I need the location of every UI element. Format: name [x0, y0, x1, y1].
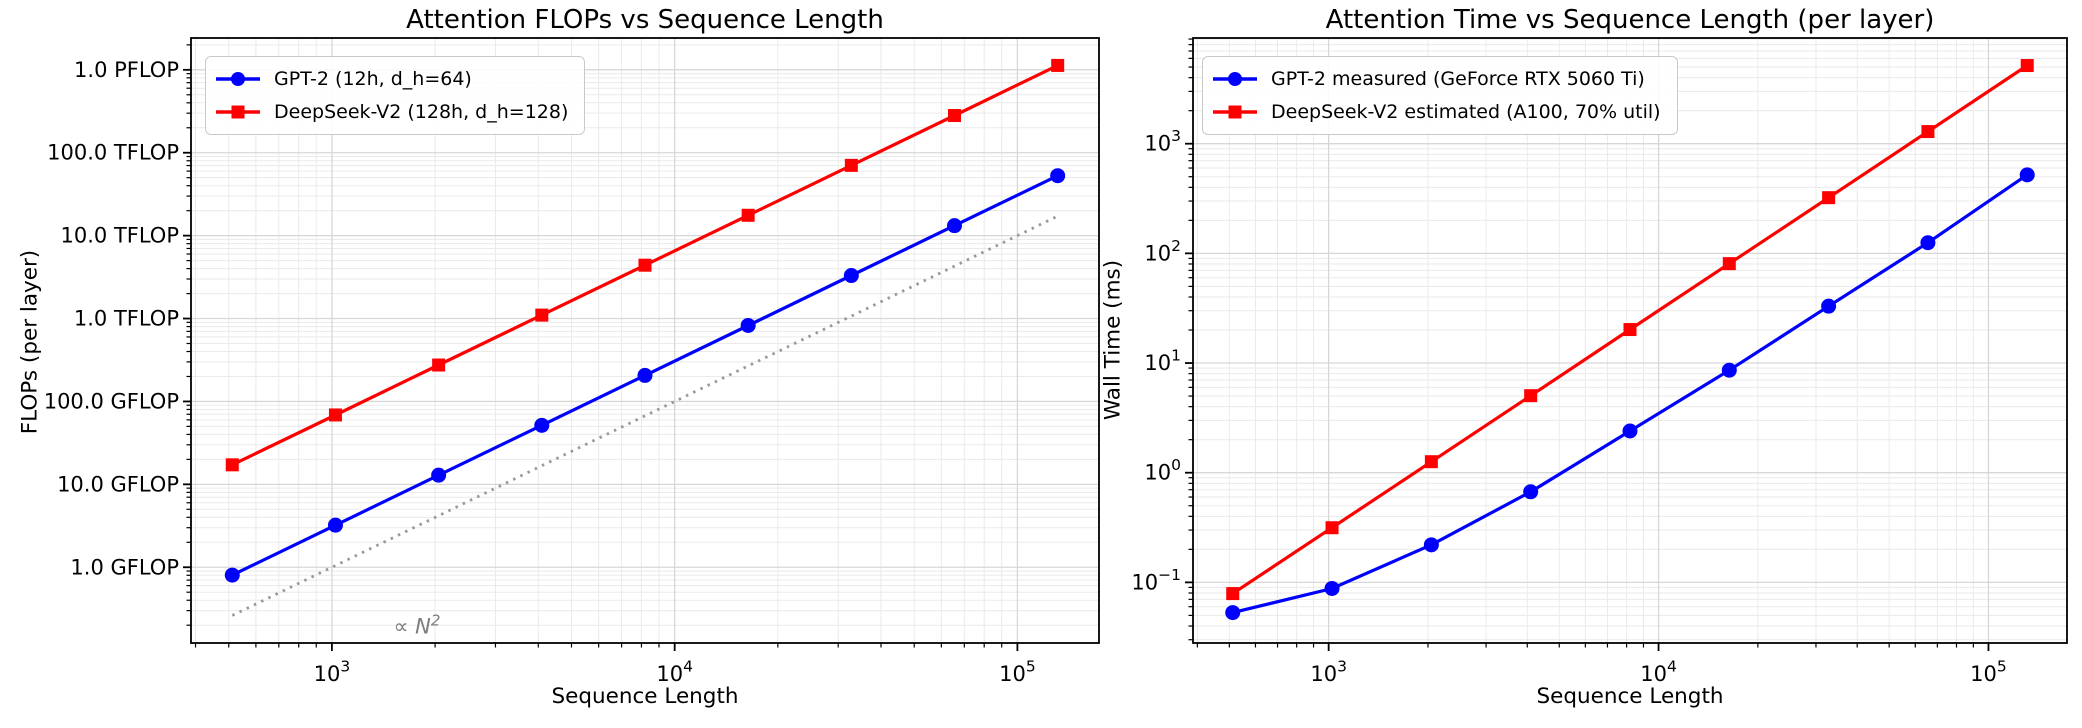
svg-text:10.0 GFLOP: 10.0 GFLOP: [57, 472, 179, 496]
chart-1-axes-box: [1192, 37, 2068, 644]
svg-text:103: 103: [1310, 658, 1347, 687]
chart-0-axes-box: [190, 37, 1100, 644]
svg-text:100.0 TFLOP: 100.0 TFLOP: [47, 141, 179, 165]
legend-item: DeepSeek-V2 (128h, d_h=128): [215, 98, 568, 126]
legend-label: GPT-2 measured (GeForce RTX 5060 Ti): [1271, 68, 1645, 90]
svg-text:105: 105: [999, 658, 1036, 687]
right-chart-xlabel: Sequence Length: [1536, 684, 1724, 709]
svg-text:100.0 GFLOP: 100.0 GFLOP: [44, 389, 179, 413]
chart-0-grid-minor: [191, 38, 1099, 643]
left-chart-xlabel: Sequence Length: [551, 684, 739, 709]
legend-line-square-sample: [216, 105, 260, 119]
chart-0-series-2-line: [231, 214, 1059, 617]
n-squared-annotation: ∝ N2: [393, 612, 440, 639]
svg-text:10−1: 10−1: [1131, 566, 1181, 595]
left-chart-title: Attention FLOPs vs Sequence Length: [406, 5, 884, 35]
legend-line-circle-sample: [1213, 72, 1257, 86]
chart-0-series-0-markers: [224, 168, 1066, 583]
right-chart-ylabel: Wall Time (ms): [1100, 259, 1126, 421]
legend-item: DeepSeek-V2 estimated (A100, 70% util): [1212, 98, 1661, 126]
legend-item: GPT-2 (12h, d_h=64): [215, 65, 568, 93]
chart-0-series-1-markers: [225, 58, 1065, 472]
svg-text:10.0 TFLOP: 10.0 TFLOP: [61, 224, 179, 248]
chart-0: 103 104 105 1.0 GFLOP 10.0 GFLOP 100.0 GFLOP 1…: [44, 37, 1100, 687]
legend-line-square-sample: [1213, 105, 1257, 119]
chart-1-series-1-markers: [1226, 59, 2034, 601]
chart-1-tick-labels: 103 104 105 10−1 100 101 102 103: [1131, 127, 2006, 686]
legend-item: GPT-2 measured (GeForce RTX 5060 Ti): [1212, 65, 1661, 93]
svg-text:1.0 GFLOP: 1.0 GFLOP: [70, 555, 179, 579]
svg-text:104: 104: [656, 658, 693, 687]
svg-text:1.0 TFLOP: 1.0 TFLOP: [74, 307, 179, 331]
svg-text:103: 103: [314, 658, 351, 687]
svg-text:101: 101: [1144, 347, 1181, 376]
chart-1: 103 104 105 10−1 100 101 102 103: [1131, 37, 2068, 686]
legend-line-circle-sample: [216, 72, 260, 86]
svg-text:1.0 PFLOP: 1.0 PFLOP: [74, 58, 179, 82]
right-chart-legend: GPT-2 measured (GeForce RTX 5060 Ti) Deep…: [1202, 56, 1678, 135]
left-chart-ylabel: FLOPs (per layer): [17, 249, 43, 435]
left-chart-legend: GPT-2 (12h, d_h=64) DeepSeek-V2 (128h, d_…: [205, 56, 586, 135]
chart-1-grid-major: [1193, 38, 2067, 643]
annotation-text: ∝ N: [393, 614, 431, 639]
legend-label: DeepSeek-V2 estimated (A100, 70% util): [1271, 101, 1661, 123]
svg-text:100: 100: [1144, 456, 1181, 485]
right-chart-title: Attention Time vs Sequence Length (per l…: [1325, 5, 1935, 35]
chart-0-ticks: [183, 44, 1019, 651]
svg-text:104: 104: [1640, 658, 1677, 687]
chart-1-series-0-line: [1232, 173, 2029, 615]
legend-label: GPT-2 (12h, d_h=64): [274, 68, 472, 90]
svg-text:103: 103: [1144, 127, 1181, 156]
svg-text:105: 105: [1970, 658, 2007, 687]
annotation-exponent: 2: [430, 611, 441, 630]
svg-text:102: 102: [1144, 237, 1181, 266]
legend-label: DeepSeek-V2 (128h, d_h=128): [274, 101, 569, 123]
chart-1-series-0-markers: [1225, 167, 2035, 621]
